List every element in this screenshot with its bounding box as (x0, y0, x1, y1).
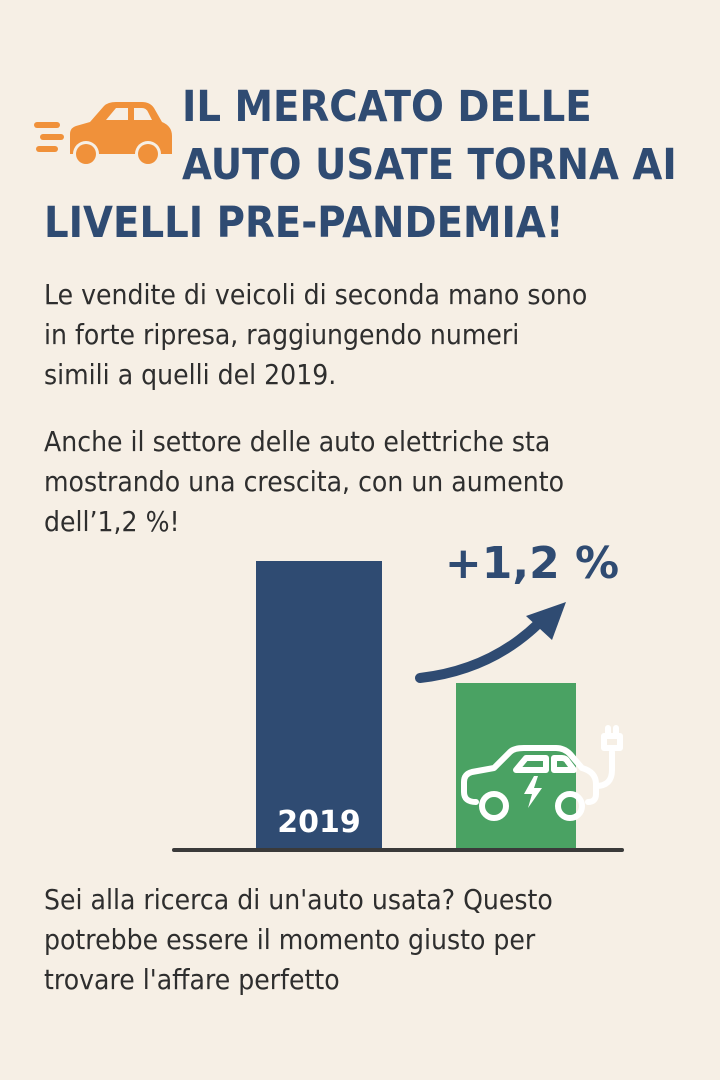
intro-line: in forte ripresa, raggiungendo numeri (44, 318, 520, 351)
electric-car-plug-icon (461, 725, 623, 821)
arrow-head-icon (526, 602, 566, 640)
intro-line: simili a quelli del 2019. (44, 358, 337, 391)
headline-line-2: AUTO USATE TORNA AI (182, 140, 677, 190)
bar-2019 (256, 561, 382, 850)
bar-label-2019: 2019 (277, 805, 361, 840)
intro-line: Le vendite di veicoli di seconda mano so… (44, 278, 588, 311)
lightning-bolt-icon (524, 776, 542, 808)
fast-car-icon (34, 102, 172, 167)
increase-label: +1,2 % (445, 538, 619, 589)
closing-line: trovare l'affare perfetto (44, 963, 340, 996)
closing-paragraph: Sei alla ricerca di un'auto usata? Quest… (44, 880, 553, 1000)
electric-paragraph: Anche il settore delle auto elettriche s… (44, 422, 564, 542)
closing-line: Sei alla ricerca di un'auto usata? Quest… (44, 883, 553, 916)
closing-line: potrebbe essere il momento giusto per (44, 923, 536, 956)
electric-line: Anche il settore delle auto elettriche s… (44, 425, 551, 458)
intro-paragraph: Le vendite di veicoli di seconda mano so… (44, 275, 587, 395)
electric-line: mostrando una crescita, con un aumento (44, 465, 565, 498)
electric-line: dell’1,2 %! (44, 505, 180, 538)
headline-line-3: LIVELLI PRE-PANDEMIA! (44, 198, 564, 248)
headline-line-1: IL MERCATO DELLE (182, 82, 592, 132)
bar-chart: 2019 +1,2 % (172, 538, 624, 852)
growth-arrow-icon (415, 619, 543, 683)
